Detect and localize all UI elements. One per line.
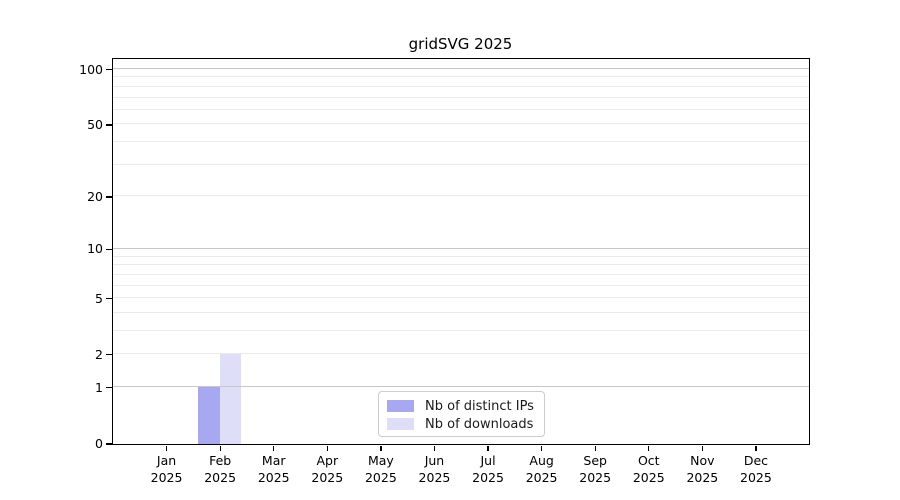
- x-tick-jun: [433, 445, 436, 451]
- month-label: Apr: [316, 453, 339, 468]
- y-tick-1: [105, 387, 112, 389]
- x-tick-label-oct: Oct 2025: [617, 452, 681, 486]
- x-tick-label-apr: Apr 2025: [295, 452, 359, 486]
- x-tick-feb: [219, 445, 221, 451]
- year-label: 2025: [472, 470, 504, 485]
- legend-swatch-distinct-ips: [387, 400, 414, 412]
- y-tick-label-20: 20: [87, 188, 103, 204]
- x-tick-label-may: May 2025: [349, 452, 413, 486]
- legend-label-downloads: Nb of downloads: [425, 416, 534, 432]
- x-tick-aug: [540, 445, 543, 451]
- x-tick-label-jan: Jan 2025: [135, 452, 199, 486]
- y-tick-10: [105, 248, 112, 251]
- x-tick-oct: [648, 445, 650, 451]
- month-label: Mar: [261, 453, 286, 468]
- month-label: Feb: [209, 453, 232, 468]
- year-label: 2025: [150, 470, 183, 485]
- month-label: Jan: [156, 453, 177, 468]
- x-tick-label-nov: Nov 2025: [670, 452, 734, 486]
- year-label: 2025: [311, 470, 344, 485]
- y-tick-label-1: 1: [95, 379, 103, 395]
- x-tick-label-dec: Dec 2025: [724, 452, 788, 486]
- y-tick-label-50: 50: [87, 116, 103, 132]
- y-tick-20: [105, 196, 112, 198]
- year-label: 2025: [525, 470, 558, 485]
- x-tick-mar: [273, 445, 275, 451]
- year-label: 2025: [257, 470, 290, 485]
- legend-label-distinct-ips: Nb of distinct IPs: [425, 398, 534, 414]
- year-label: 2025: [364, 470, 397, 485]
- year-label: 2025: [579, 470, 612, 485]
- year-label: 2025: [204, 470, 237, 485]
- x-tick-jan: [165, 445, 168, 451]
- legend: Nb of distinct IPs Nb of downloads: [378, 391, 545, 437]
- x-tick-label-sep: Sep 2025: [563, 452, 627, 486]
- legend-entry-downloads: Nb of downloads: [387, 415, 535, 433]
- x-tick-dec: [755, 445, 757, 451]
- month-label: Aug: [529, 453, 554, 468]
- x-tick-label-feb: Feb 2025: [188, 452, 252, 486]
- chart-title: gridSVG 2025: [408, 35, 513, 53]
- month-label: Jul: [480, 453, 496, 468]
- month-label: Sep: [583, 453, 607, 468]
- x-tick-jul: [487, 445, 489, 451]
- year-label: 2025: [418, 470, 451, 485]
- x-tick-apr: [326, 445, 328, 451]
- year-label: 2025: [632, 470, 665, 485]
- month-label: Dec: [743, 453, 769, 468]
- x-tick-label-jun: Jun 2025: [402, 452, 466, 486]
- x-tick-label-aug: Aug 2025: [510, 452, 574, 486]
- y-tick-label-10: 10: [87, 241, 103, 257]
- x-tick-sep: [594, 445, 596, 451]
- y-tick-label-0: 0: [95, 435, 103, 451]
- y-tick-label-5: 5: [95, 290, 103, 306]
- x-tick-nov: [701, 445, 703, 451]
- legend-entry-distinct-ips: Nb of distinct IPs: [387, 397, 535, 415]
- y-tick-label-2: 2: [95, 346, 103, 362]
- year-label: 2025: [686, 470, 719, 485]
- x-tick-label-mar: Mar 2025: [242, 452, 306, 486]
- y-tick-label-100: 100: [79, 61, 103, 77]
- y-tick-0: [105, 443, 112, 445]
- month-label: Oct: [637, 453, 660, 468]
- y-tick-2: [105, 354, 112, 356]
- y-tick-100: [105, 68, 112, 71]
- y-tick-50: [105, 124, 112, 126]
- y-tick-5: [105, 297, 112, 300]
- year-label: 2025: [740, 470, 772, 485]
- x-tick-label-jul: Jul 2025: [456, 452, 520, 486]
- x-tick-may: [380, 445, 382, 451]
- plot-area: [111, 58, 810, 445]
- bar-nb-of-distinct-ips-feb: [198, 387, 220, 444]
- month-label: Jun: [424, 453, 445, 468]
- bars-layer: [113, 59, 810, 444]
- bar-nb-of-downloads-feb: [219, 354, 242, 444]
- month-label: May: [367, 453, 394, 468]
- month-label: Nov: [690, 453, 715, 468]
- legend-swatch-downloads: [387, 418, 414, 430]
